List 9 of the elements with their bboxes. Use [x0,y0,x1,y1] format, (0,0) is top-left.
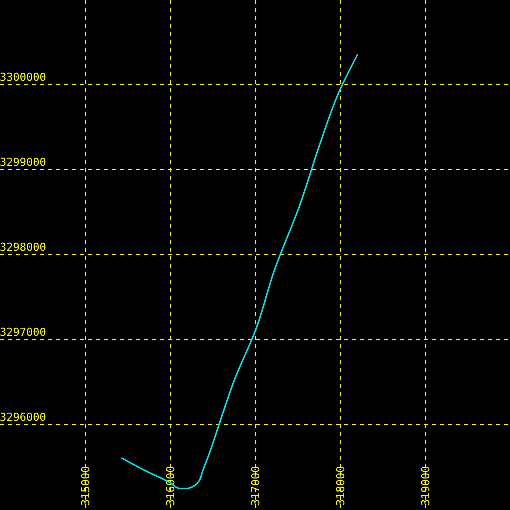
x-tick-label: 315000 [80,466,93,506]
y-tick-label: 3300000 [0,71,46,84]
y-tick-label: 3298000 [0,241,46,254]
y-tick-label: 3299000 [0,156,46,169]
x-tick-label: 317000 [250,466,263,506]
x-tick-label: 318000 [334,466,348,506]
y-tick-label: 3296000 [0,411,46,424]
y-tick-label: 3297000 [0,326,46,339]
x-tick-label: 319000 [420,466,433,506]
